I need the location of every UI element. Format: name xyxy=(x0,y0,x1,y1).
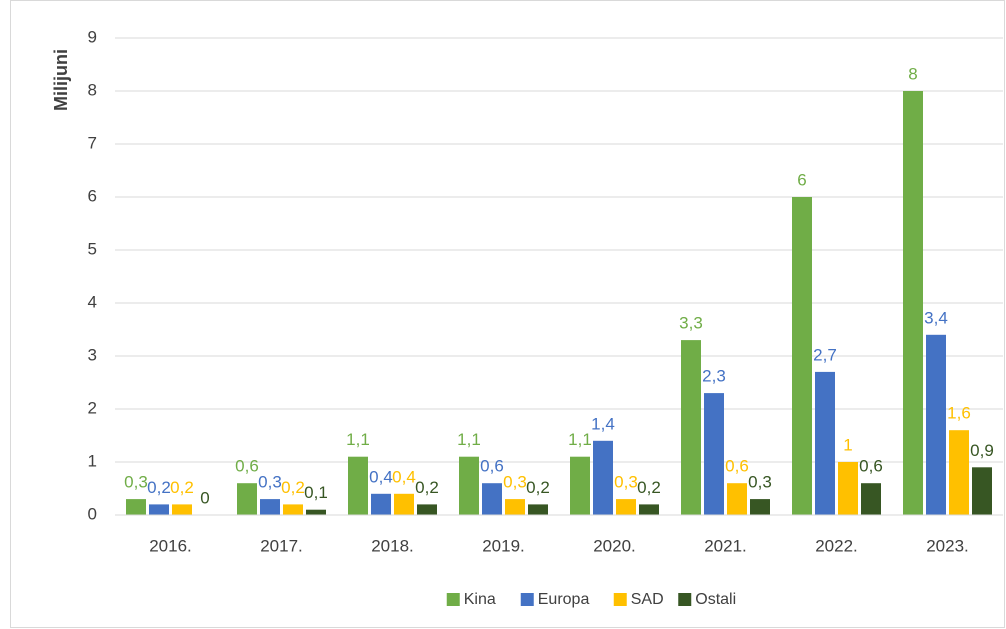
data-label: 3,4 xyxy=(924,308,948,327)
bar xyxy=(639,504,659,515)
y-tick-label: 0 xyxy=(88,504,97,523)
bar xyxy=(505,499,525,515)
data-label: 0,6 xyxy=(480,457,504,476)
bar xyxy=(126,499,146,515)
legend-swatch xyxy=(613,593,627,606)
data-label: 1,4 xyxy=(591,414,615,433)
y-tick-label: 9 xyxy=(88,27,97,46)
bar xyxy=(371,493,391,515)
legend-label: SAD xyxy=(631,591,664,608)
data-label: 0,6 xyxy=(725,457,749,476)
y-tick-label: 7 xyxy=(88,133,97,152)
data-label: 0,1 xyxy=(304,483,328,502)
bar xyxy=(616,499,636,515)
legend-swatch xyxy=(678,593,692,606)
y-axis-title: Milijuni xyxy=(51,49,71,111)
data-label: 0,9 xyxy=(970,441,994,460)
bar xyxy=(815,371,835,515)
bar xyxy=(417,504,437,515)
x-tick-label: 2020. xyxy=(593,536,636,555)
x-tick-label: 2016. xyxy=(149,536,192,555)
data-label: 0,2 xyxy=(415,478,439,497)
bar xyxy=(570,456,590,515)
bar xyxy=(727,483,747,515)
bar xyxy=(949,430,969,515)
y-tick-label: 2 xyxy=(88,398,97,417)
x-tick-label: 2021. xyxy=(704,536,747,555)
data-label: 6 xyxy=(797,170,806,189)
data-label: 0,2 xyxy=(526,478,550,497)
y-tick-label: 8 xyxy=(88,80,97,99)
data-label: 0,2 xyxy=(170,478,194,497)
data-label: 0,3 xyxy=(124,473,148,492)
x-tick-label: 2019. xyxy=(482,536,525,555)
bar xyxy=(704,393,724,515)
bar xyxy=(172,504,192,515)
data-label: 1,6 xyxy=(947,404,971,423)
data-label: 0,2 xyxy=(281,478,305,497)
y-tick-label: 3 xyxy=(88,345,97,364)
data-label: 1 xyxy=(843,435,852,454)
legend-swatch xyxy=(520,593,534,606)
legend-label: Europa xyxy=(538,591,590,608)
bar xyxy=(972,467,992,515)
bar xyxy=(394,493,414,515)
chart-frame xyxy=(10,0,1005,628)
data-label: 0,4 xyxy=(392,467,416,486)
data-label: 0,3 xyxy=(503,473,527,492)
x-tick-label: 2023. xyxy=(926,536,969,555)
bar xyxy=(348,456,368,515)
x-tick-label: 2022. xyxy=(815,536,858,555)
bar xyxy=(861,483,881,515)
data-label: 0,3 xyxy=(258,473,282,492)
bar xyxy=(260,499,280,515)
bar xyxy=(593,440,613,515)
bar xyxy=(283,504,303,515)
bar xyxy=(926,334,946,515)
x-tick-label: 2018. xyxy=(371,536,414,555)
data-label: 0,2 xyxy=(147,478,171,497)
legend-label: Ostali xyxy=(695,591,736,608)
data-label: 2,3 xyxy=(702,367,726,386)
x-tick-label: 2017. xyxy=(260,536,303,555)
bar xyxy=(459,456,479,515)
bar xyxy=(792,197,812,515)
bar xyxy=(528,504,548,515)
legend-swatch xyxy=(446,593,460,606)
bar xyxy=(681,340,701,515)
bar xyxy=(903,91,923,515)
y-tick-label: 6 xyxy=(88,186,97,205)
bar xyxy=(838,462,858,515)
bar xyxy=(306,509,326,515)
bar xyxy=(149,504,169,515)
legend-label: Kina xyxy=(464,591,496,608)
data-label: 0,3 xyxy=(748,473,772,492)
bar xyxy=(482,483,502,515)
data-label: 0,6 xyxy=(235,457,259,476)
y-tick-label: 1 xyxy=(88,451,97,470)
data-label: 1,1 xyxy=(346,430,370,449)
data-label: 8 xyxy=(908,64,917,83)
data-label: 0,6 xyxy=(859,457,883,476)
data-label: 0,3 xyxy=(614,473,638,492)
bar xyxy=(750,499,770,515)
data-label: 0,4 xyxy=(369,467,393,486)
data-label: 1,1 xyxy=(568,430,592,449)
y-tick-label: 5 xyxy=(88,239,97,258)
data-label: 0,2 xyxy=(637,478,661,497)
data-label: 0 xyxy=(200,488,209,507)
y-tick-label: 4 xyxy=(88,292,97,311)
data-label: 1,1 xyxy=(457,430,481,449)
data-label: 3,3 xyxy=(679,314,703,333)
bar xyxy=(237,483,257,515)
data-label: 2,7 xyxy=(813,345,837,364)
